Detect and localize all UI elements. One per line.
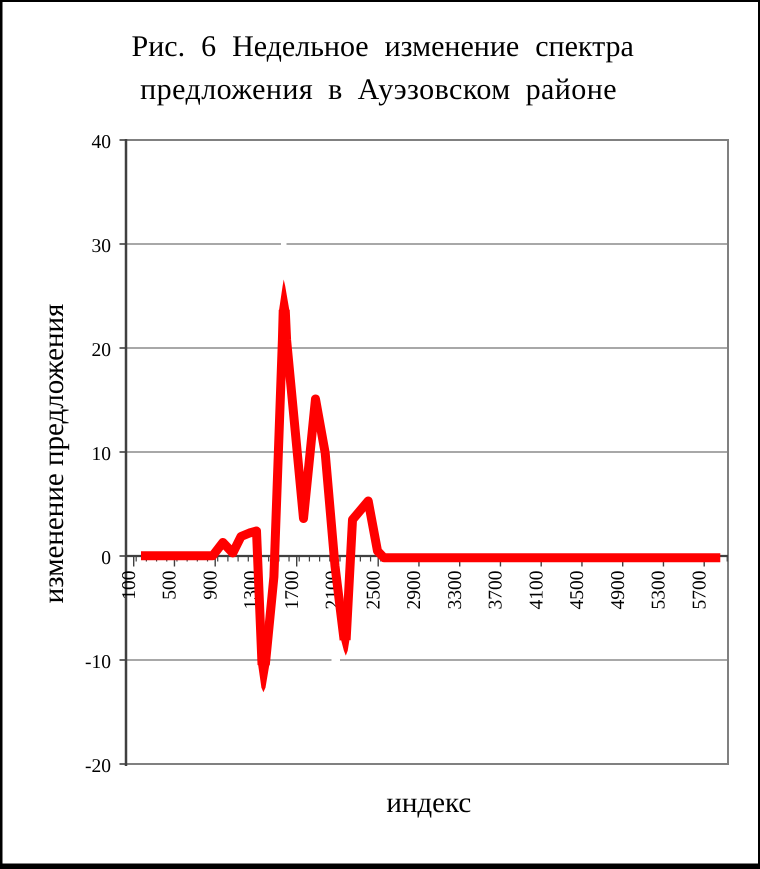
svg-text:изменение предложения: изменение предложения: [38, 304, 70, 604]
svg-text:3700: 3700: [486, 571, 507, 610]
svg-text:-20: -20: [85, 756, 111, 777]
svg-text:-10: -10: [85, 652, 111, 673]
svg-text:1700: 1700: [282, 571, 303, 610]
svg-text:3300: 3300: [445, 571, 466, 610]
svg-text:предложения в Ауэзовском район: предложения в Ауэзовском районе: [140, 73, 617, 106]
svg-text:5300: 5300: [649, 571, 670, 610]
svg-text:Рис. 6 Недельное изменение спе: Рис. 6 Недельное изменение спектра: [132, 30, 634, 63]
svg-text:900: 900: [200, 571, 221, 600]
svg-text:индекс: индекс: [386, 787, 471, 819]
svg-text:2900: 2900: [404, 571, 425, 610]
svg-text:30: 30: [92, 236, 112, 257]
svg-text:4100: 4100: [526, 571, 547, 610]
svg-text:2500: 2500: [363, 571, 384, 610]
svg-text:5700: 5700: [689, 571, 710, 610]
svg-text:4500: 4500: [567, 571, 588, 610]
svg-text:0: 0: [101, 548, 111, 569]
svg-text:40: 40: [92, 132, 112, 153]
svg-text:20: 20: [92, 340, 112, 361]
svg-text:500: 500: [160, 571, 181, 600]
svg-text:4900: 4900: [608, 571, 629, 610]
svg-text:100: 100: [119, 571, 140, 600]
svg-text:10: 10: [92, 444, 112, 465]
